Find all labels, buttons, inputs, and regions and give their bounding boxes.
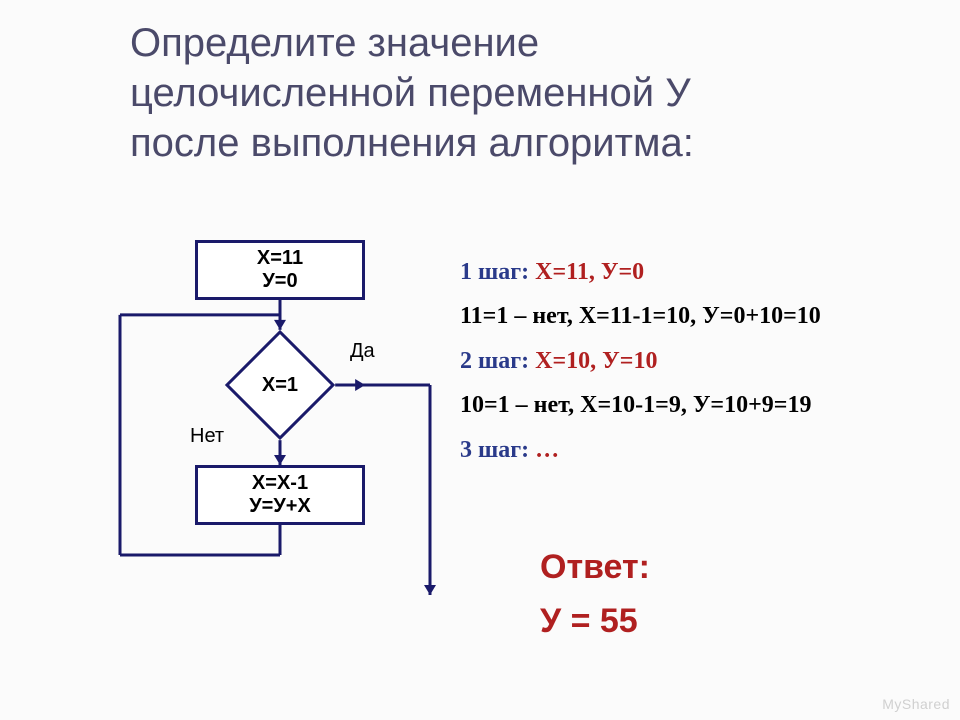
- trace-step: 2 шаг: Х=10, У=10: [460, 339, 930, 383]
- trace-step: 3 шаг: …: [460, 428, 930, 472]
- flow-body-text: Х=Х-1 У=У+Х: [249, 472, 311, 518]
- trace-step-label: 1 шаг:: [460, 259, 535, 285]
- flow-decision: Х=1: [225, 330, 335, 440]
- trace-step: 11=1 – нет, Х=11-1=10, У=0+10=10: [460, 294, 930, 338]
- answer-result: У = 55: [540, 594, 650, 648]
- trace-step-value: Х=11, У=0: [535, 259, 644, 285]
- trace-step: 10=1 – нет, Х=10-1=9, У=10+9=19: [460, 383, 930, 427]
- flow-body-box: Х=Х-1 У=У+Х: [195, 465, 365, 525]
- answer-block: Ответ: У = 55: [540, 540, 650, 649]
- flow-decision-text: Х=1: [225, 374, 335, 397]
- trace-step-label: 3 шаг:: [460, 437, 535, 463]
- watermark: MyShared: [882, 696, 950, 712]
- flow-yes-label: Да: [350, 340, 375, 363]
- answer-label: Ответ:: [540, 540, 650, 594]
- trace-step-value: …: [535, 437, 559, 463]
- flow-init-text: Х=11 У=0: [257, 247, 303, 293]
- slide: Определите значение целочисленной переме…: [0, 0, 960, 720]
- trace-step: 1 шаг: Х=11, У=0: [460, 250, 930, 294]
- trace-steps: 1 шаг: Х=11, У=011=1 – нет, Х=11-1=10, У…: [460, 250, 930, 472]
- slide-title: Определите значение целочисленной переме…: [130, 18, 900, 168]
- flow-no-label: Нет: [190, 425, 224, 448]
- trace-step-value: Х=10, У=10: [535, 348, 657, 374]
- trace-step-label: 2 шаг:: [460, 348, 535, 374]
- flow-init-box: Х=11 У=0: [195, 240, 365, 300]
- flowchart: Х=11 У=0 Х=1 Х=Х-1 У=У+Х Да Нет: [100, 240, 430, 620]
